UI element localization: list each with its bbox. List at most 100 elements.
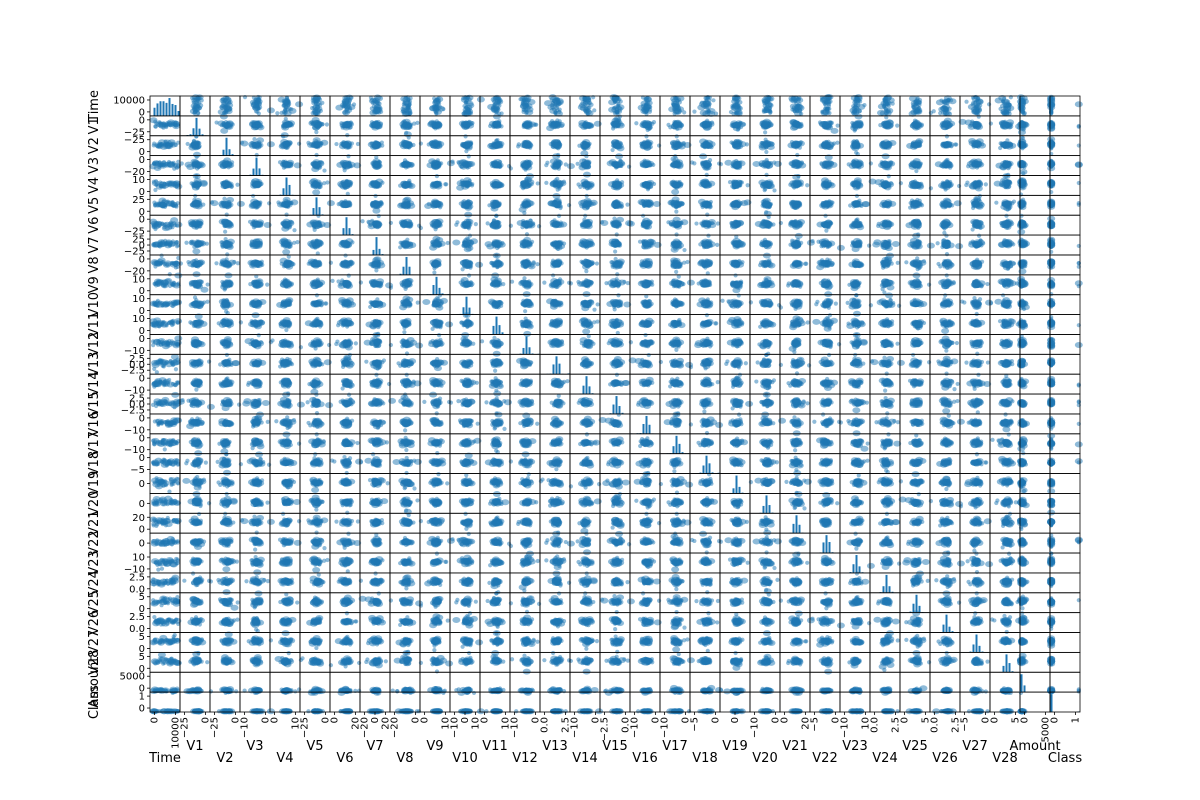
- scatter-point: [582, 98, 591, 105]
- panel-V4-vs-V1: [179, 173, 211, 196]
- scatter-point: [773, 160, 782, 167]
- scatter-point: [462, 110, 471, 117]
- scatter-point: [463, 134, 468, 139]
- panel-V4-vs-Time: [149, 175, 183, 196]
- scatter-point: [314, 130, 319, 135]
- scatter-point: [194, 134, 199, 139]
- scatter-point: [948, 98, 957, 105]
- scatter-point: [763, 160, 772, 167]
- panel-V2-vs-Amount: [1017, 135, 1051, 157]
- scatter-point: [820, 121, 829, 128]
- scatter-point: [1005, 141, 1014, 148]
- scatter-point: [266, 107, 275, 114]
- scatter-point: [464, 140, 473, 147]
- scatter-point: [312, 97, 321, 104]
- scatter-point: [334, 141, 339, 147]
- panel-V1-vs-V18: [689, 115, 721, 137]
- scatter-point: [931, 109, 936, 114]
- panel-V3-vs-V21: [779, 155, 811, 176]
- scatter-point: [976, 114, 981, 119]
- scatter-point: [971, 95, 980, 102]
- scatter-point: [676, 106, 685, 113]
- scatter-point: [516, 144, 521, 149]
- scatter-point: [401, 104, 410, 111]
- scatter-point: [279, 110, 284, 115]
- panel-Time-vs-V2: [209, 95, 241, 117]
- panel-V3-vs-V24: [868, 153, 901, 176]
- scatter-point: [355, 141, 361, 147]
- scatter-point: [553, 120, 562, 127]
- panel-V2-vs-V8: [389, 135, 421, 157]
- scatter-point: [552, 153, 561, 160]
- panel-V1-vs-Time: [149, 115, 181, 137]
- scatter-point: [584, 154, 589, 159]
- scatter-point: [835, 123, 840, 128]
- histogram-bar: [174, 105, 177, 116]
- scatter-point: [219, 113, 228, 120]
- scatter-point: [252, 137, 257, 142]
- scatter-point: [935, 99, 944, 106]
- scatter-point: [895, 123, 900, 128]
- scatter-point: [934, 161, 943, 168]
- panel-Time-vs-V7: [359, 94, 391, 117]
- panel-V1-vs-V17: [659, 115, 691, 137]
- panel-V3-vs-V23: [839, 155, 871, 176]
- panel-V1-vs-V23: [839, 113, 871, 137]
- scatter-point: [853, 161, 862, 168]
- scatter-point: [644, 99, 653, 106]
- scatter-point: [790, 142, 799, 149]
- panel-V2-vs-V11: [479, 135, 511, 157]
- panel-V2-vs-V19: [719, 135, 751, 157]
- scatter-point: [553, 139, 562, 146]
- panel-Time-vs-V10: [449, 94, 481, 117]
- panel-V3-vs-Time: [149, 155, 182, 176]
- panel-V4-vs-V2: [209, 175, 241, 196]
- scatter-point: [346, 154, 351, 159]
- panel-V2-vs-V21: [779, 135, 811, 158]
- scatter-point: [254, 152, 259, 158]
- scatter-point: [566, 163, 575, 170]
- panel-V3-vs-V14: [566, 154, 601, 178]
- panel-V3-vs-V1: [179, 154, 211, 176]
- scatter-point: [668, 106, 677, 113]
- scatter-point: [312, 189, 321, 196]
- scatter-point: [191, 94, 200, 101]
- scatter-point: [734, 105, 743, 112]
- scatter-point: [582, 138, 591, 145]
- panel-V2-vs-V28: [989, 135, 1021, 157]
- scatter-point: [765, 102, 774, 109]
- histogram-bar: [162, 101, 165, 116]
- panel-V3-vs-V11: [479, 155, 512, 176]
- panel-V1-vs-Class: [1047, 115, 1081, 137]
- panel-V2-vs-V2: [209, 135, 241, 157]
- scatter-point: [1016, 98, 1025, 105]
- scatter-point: [466, 154, 471, 159]
- scatter-point: [415, 120, 420, 125]
- panel-V1-vs-V11: [479, 113, 511, 137]
- scatter-point: [657, 143, 662, 148]
- scatter-point: [220, 181, 229, 188]
- scatter-point: [988, 121, 994, 126]
- panel-Time-vs-Class: [1047, 94, 1083, 117]
- scatter-point: [192, 109, 201, 116]
- scatter-point: [611, 106, 620, 113]
- scatter-point: [339, 102, 348, 109]
- scatter-point: [254, 181, 263, 188]
- scatter-point: [940, 120, 949, 127]
- panel-V1-vs-V14: [569, 115, 602, 137]
- panel-V2-vs-V12: [509, 135, 541, 157]
- histogram-bar: [159, 101, 162, 116]
- scatter-point: [159, 160, 168, 167]
- panel-V3-vs-V2: [209, 155, 241, 176]
- scatter-point: [884, 142, 893, 149]
- panel-V3-vs-V7: [359, 155, 391, 176]
- scatter-point: [225, 121, 234, 128]
- scatter-point: [446, 160, 455, 167]
- scatter-point: [343, 121, 352, 128]
- scatter-point: [266, 141, 275, 148]
- panel-Time-vs-V13: [539, 94, 571, 117]
- panel-V3-vs-V18: [689, 153, 722, 177]
- panel-Time-vs-V1: [179, 94, 211, 117]
- scatter-point: [972, 140, 981, 147]
- scatter-point: [883, 110, 892, 117]
